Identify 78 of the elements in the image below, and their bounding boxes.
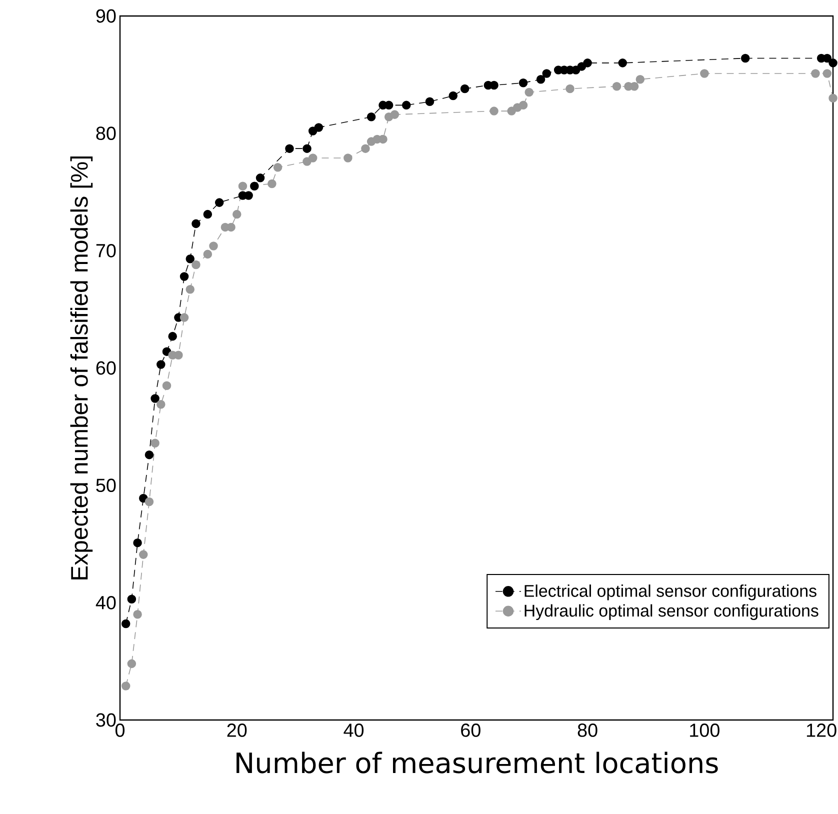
point (168, 332, 177, 341)
point (133, 610, 142, 619)
point (186, 254, 195, 264)
point (209, 242, 218, 250)
point (612, 82, 622, 91)
point (156, 360, 166, 369)
x-tick-label: 80 (578, 724, 598, 737)
x-tick-label: 40 (344, 724, 364, 737)
point (144, 450, 154, 460)
legend-label: Hydraulic optimal sensor configurations (524, 604, 818, 620)
point (186, 285, 195, 294)
point (203, 210, 212, 219)
point (618, 58, 627, 68)
point (180, 272, 189, 281)
point (150, 438, 160, 448)
point (214, 198, 224, 207)
point (180, 313, 189, 322)
point (361, 144, 370, 153)
point (636, 74, 645, 84)
point (828, 94, 838, 103)
x-tick-label: 0 (115, 724, 125, 737)
point (490, 106, 498, 116)
point (192, 219, 200, 228)
point (203, 250, 212, 259)
x-axis-title: Number of measurement locations (236, 752, 718, 774)
x-tick-label: 100 (690, 724, 720, 737)
point (121, 619, 130, 628)
point (366, 112, 376, 122)
point (285, 144, 294, 153)
point (144, 497, 154, 506)
point (192, 260, 200, 270)
point (150, 394, 160, 403)
point (518, 78, 528, 88)
point (536, 74, 546, 84)
point (811, 69, 820, 78)
point (566, 84, 574, 94)
y-tick-label: 30 (96, 713, 116, 727)
point (256, 174, 265, 182)
point (121, 682, 130, 690)
y-tick-label: 90 (96, 9, 116, 23)
point (583, 58, 592, 68)
point (390, 110, 400, 119)
x-tick-label: 60 (461, 724, 480, 737)
point (700, 69, 709, 78)
y-axis-title: Expected number of falsified models [%] (70, 156, 93, 580)
point (273, 162, 282, 172)
point (425, 97, 434, 106)
legend-label: Electrical optimal sensor configurations (524, 584, 816, 600)
y-tick-label: 40 (96, 596, 116, 610)
point (448, 91, 458, 100)
point (308, 154, 318, 162)
point (250, 182, 259, 191)
x-tick-label: 20 (227, 724, 247, 737)
y-tick-label: 60 (96, 361, 116, 375)
y-tick-label: 80 (96, 126, 116, 140)
point (344, 154, 352, 162)
point (133, 538, 142, 548)
point (127, 594, 136, 604)
point (460, 84, 470, 94)
point (524, 88, 534, 97)
point (238, 182, 248, 191)
point (268, 179, 276, 188)
point (542, 69, 552, 78)
x-tick-label: 120 (806, 724, 836, 737)
point (156, 400, 166, 409)
point (314, 123, 324, 132)
point (822, 69, 832, 78)
point (127, 659, 136, 668)
point (232, 210, 242, 219)
point (162, 381, 172, 390)
point (518, 100, 528, 110)
point (402, 100, 411, 110)
y-tick-label: 70 (96, 244, 116, 258)
point (138, 550, 148, 559)
y-tick-label: 50 (96, 478, 116, 492)
point (302, 144, 312, 153)
point (828, 58, 838, 68)
point (740, 54, 750, 63)
